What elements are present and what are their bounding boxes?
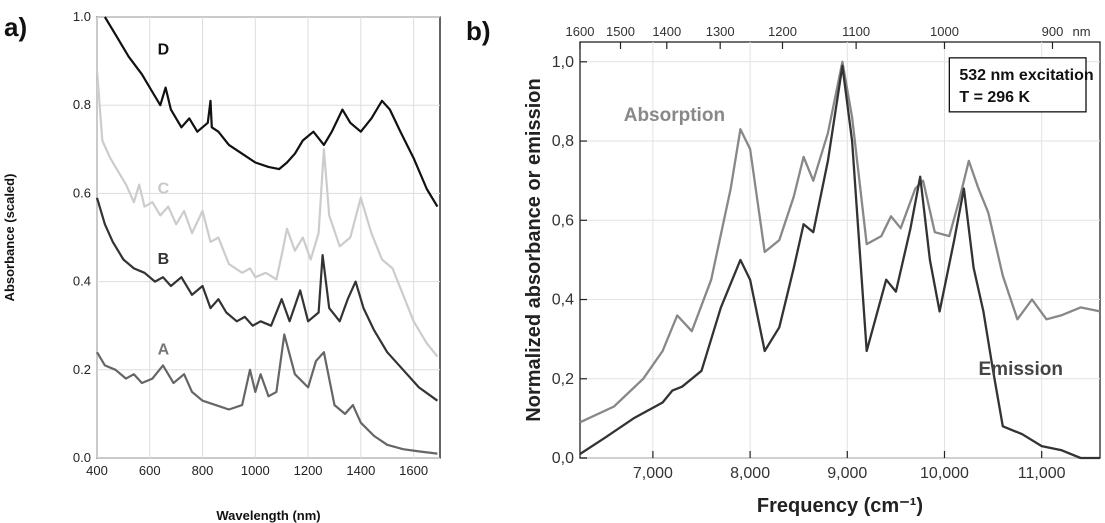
chart-b-y-tick-label: 1,0 [552,54,574,71]
annotation-box-frame [948,57,1087,113]
chart-b-top-axis: 1600 1500 1400 1300 1200 1100 1000 900 [566,24,1064,49]
chart-a-x-tick-label: 1000 [241,463,270,478]
chart-b-y-tick-label: 0,4 [552,292,574,309]
chart-a-y-axis-title: Absorbance (scaled) [2,174,17,302]
chart-a-plot-area [96,16,441,459]
series-emission-line [579,64,1100,460]
chart-b-top-tick-label: 1100 [842,24,870,39]
chart-b-y-tick-label: 0,8 [552,133,574,150]
chart-b-top-tick-label: 1500 [606,24,635,39]
chart-a-y-tick-label: 1.0 [73,9,91,24]
chart-a-x-tick-label: 1600 [399,463,428,478]
chart-a-y-tick-label: 0.4 [73,274,91,289]
chart-a-y-tick-label: 0.6 [73,185,91,200]
chart-b-y-tick-label: 0,0 [552,450,574,467]
series-label-emission: Emission [979,359,1063,380]
chart-b-top-tick-label: 1600 [566,24,595,39]
series-label-absorption: Absorption [624,105,725,126]
chart-b-x-axis-title: Frequency (cm⁻¹) [757,495,923,517]
series-b-line [95,197,439,402]
series-a-line [96,333,438,455]
chart-b-ticks: 7,000 8,000 9,000 10,000 11,000 0,0 0,2 0,4 0,6 0… [552,54,1066,482]
chart-a-y-tick-label: 0.0 [73,450,91,465]
series-d-line [103,16,439,208]
panel-a-label: a) [4,12,27,42]
chart-a: 400 600 800 1000 1200 1400 1600 0.0 0.2 0.4 0.6 0.8… [2,9,441,523]
chart-b-x-tick-label: 7,000 [633,465,673,482]
chart-b-y-axis-title: Normalized absorbance or emission [523,78,545,421]
chart-a-y-tick-label: 0.2 [73,362,91,377]
chart-a-x-tick-label: 1400 [346,463,375,478]
chart-a-grid [96,16,440,459]
chart-b-x-tick-label: 9,000 [827,465,867,482]
chart-b-y-tick-label: 0,2 [552,371,574,388]
chart-a-ticks: 400 600 800 1000 1200 1400 1600 0.0 0.2 0.4 0.6 0.8… [73,9,428,478]
chart-a-x-tick-label: 400 [86,463,108,478]
chart-b-top-tick-label: 900 [1042,24,1064,39]
chart-b-top-axis-unit: nm [1072,24,1090,39]
series-absorption-line [579,60,1101,424]
chart-a-x-axis-title: Wavelength (nm) [216,508,320,523]
chart-b-top-tick-label: 1200 [768,24,797,39]
chart-a-y-tick-label: 0.8 [73,97,91,112]
chart-b-x-tick-label: 10,000 [920,465,969,482]
series-c-line [95,69,439,358]
chart-b: 7,000 8,000 9,000 10,000 11,000 0,0 0,2 0,4 0,6 0… [523,24,1101,517]
chart-b-series [579,60,1101,460]
chart-b-x-tick-label: 11,000 [1018,465,1066,482]
annotation-line-2: T = 296 K [959,89,1030,106]
chart-b-top-tick-label: 1400 [652,24,681,39]
panel-b-label: b) [466,16,491,46]
annotation-box: 532 nm excitation T = 296 K [948,57,1094,113]
chart-b-top-tick-label: 1000 [930,24,959,39]
series-label-a: A [158,341,170,358]
chart-a-x-tick-label: 1200 [294,463,323,478]
chart-a-x-tick-label: 800 [192,463,214,478]
series-label-c: C [158,180,170,197]
annotation-line-1: 532 nm excitation [959,67,1093,84]
series-label-b: B [158,251,170,268]
chart-b-x-tick-label: 8,000 [730,465,770,482]
chart-a-x-tick-label: 600 [139,463,161,478]
chart-b-y-tick-label: 0,6 [552,212,574,229]
series-label-d: D [158,41,170,58]
chart-b-top-tick-label: 1300 [706,24,735,39]
chart-a-series [95,16,439,455]
